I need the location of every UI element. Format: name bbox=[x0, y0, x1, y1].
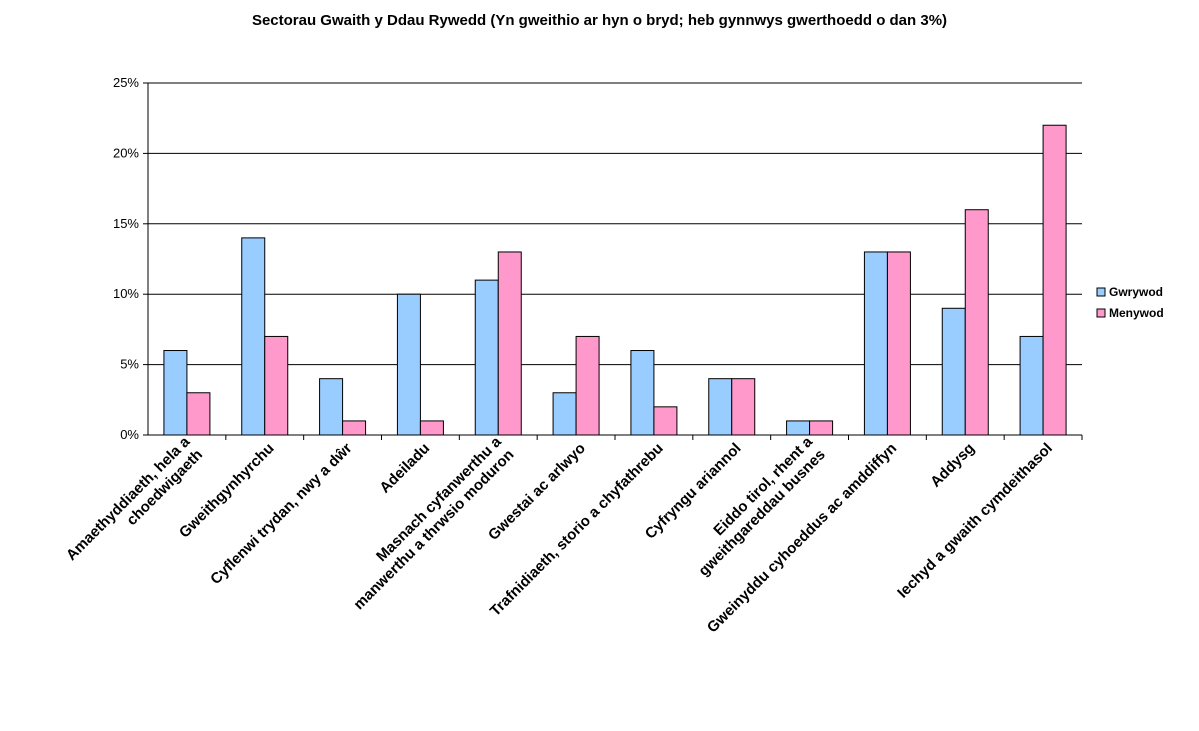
x-axis-labels: Amaethyddiaeth, hela achoedwigaethGweith… bbox=[63, 433, 1056, 636]
bar-menywod-11 bbox=[964, 209, 989, 436]
gridlines bbox=[148, 82, 1082, 366]
category-label: Masnach cyfanwerthu amanwerthu a thrwsio… bbox=[338, 433, 518, 613]
bar-menywod-2 bbox=[264, 335, 289, 436]
legend-label-gwrywod: Gwrywod bbox=[1109, 285, 1163, 299]
bar-gwrywod-9 bbox=[786, 420, 811, 436]
y-tick-label: 25% bbox=[113, 75, 139, 90]
bar-menywod-9 bbox=[809, 420, 834, 436]
category-label: Amaethyddiaeth, hela achoedwigaeth bbox=[63, 433, 207, 577]
bar-gwrywod-6 bbox=[552, 392, 577, 436]
bar-gwrywod-8 bbox=[708, 378, 733, 436]
bar-menywod-8 bbox=[731, 378, 756, 436]
bar-menywod-1 bbox=[186, 392, 211, 436]
bar-gwrywod-7 bbox=[630, 350, 655, 436]
chart-title: Sectorau Gwaith y Ddau Rywedd (Yn gweith… bbox=[251, 12, 948, 29]
category-label: Addysg bbox=[927, 440, 978, 491]
category-label: Cyflenwi trydan, nwy a dŵr bbox=[207, 440, 355, 588]
bar-menywod-7 bbox=[653, 406, 678, 436]
bar-menywod-6 bbox=[575, 335, 600, 436]
legend-label-menywod: Menywod bbox=[1109, 306, 1164, 320]
bar-menywod-5 bbox=[497, 251, 522, 436]
y-tick-label: 20% bbox=[113, 145, 139, 160]
bars bbox=[163, 124, 1067, 436]
bar-gwrywod-4 bbox=[396, 293, 421, 436]
y-tick-label: 10% bbox=[113, 286, 139, 301]
bar-gwrywod-11 bbox=[941, 307, 966, 436]
category-label: Trafnidiaeth, storio a chyfathrebu bbox=[487, 440, 667, 620]
bar-gwrywod-3 bbox=[319, 378, 344, 436]
y-axis-ticks: 0% 5% 10% 15% 20% 25% bbox=[113, 75, 139, 442]
bar-gwrywod-1 bbox=[163, 350, 188, 436]
bar-gwrywod-5 bbox=[474, 279, 499, 436]
y-tick-label: 15% bbox=[113, 216, 139, 231]
legend: Gwrywod Menywod bbox=[1096, 285, 1164, 320]
bar-menywod-12 bbox=[1042, 124, 1067, 436]
legend-swatch-gwrywod bbox=[1096, 287, 1106, 297]
y-tick-label: 5% bbox=[120, 357, 139, 372]
y-tick-label: 0% bbox=[120, 427, 139, 442]
bar-menywod-4 bbox=[419, 420, 444, 436]
bar-menywod-3 bbox=[342, 420, 367, 436]
category-label: Eiddo tirol, rhent agweithgareddau busne… bbox=[683, 433, 830, 580]
bar-menywod-10 bbox=[886, 251, 911, 436]
bar-gwrywod-2 bbox=[241, 237, 266, 436]
axes bbox=[143, 82, 1083, 440]
legend-swatch-menywod bbox=[1096, 308, 1106, 318]
bar-gwrywod-12 bbox=[1019, 335, 1044, 436]
category-label: Iechyd a gwaith cymdeithasol bbox=[894, 440, 1056, 602]
bar-gwrywod-10 bbox=[863, 251, 888, 436]
category-label: Adeiladu bbox=[376, 440, 433, 497]
